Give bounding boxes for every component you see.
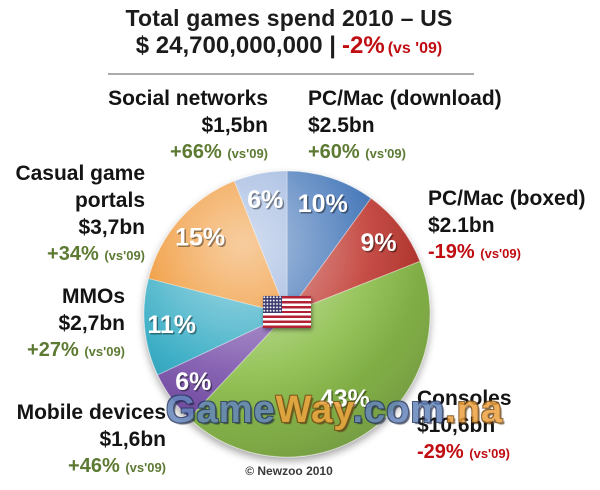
pie-percent-label-social-networks: 6%: [247, 186, 283, 214]
slice-value: $1,6bn: [99, 428, 166, 451]
us-flag-icon: [263, 296, 311, 328]
pie-percent-label-consoles: 43%: [320, 385, 370, 413]
pie-percent-label-pc-mac-boxed: 9%: [360, 229, 396, 257]
slice-value: $10,6bn: [417, 414, 496, 437]
slice-label: PC/Mac (download): [308, 87, 502, 110]
header-divider: [108, 73, 474, 75]
slice-change: +46% (vs'09): [68, 455, 166, 477]
slice-label: PC/Mac (boxed): [428, 187, 586, 210]
callout-pcmac-boxed: PC/Mac (boxed) $2.1bn -19% (vs'09): [428, 185, 586, 267]
slice-label: Mobile devices: [16, 401, 166, 424]
pie-percent-label-social-networks: 6%: [249, 188, 285, 216]
pie-percent-label-pc-mac-download: 10%: [298, 190, 348, 218]
chart-title: Total games spend 2010 – US: [125, 5, 453, 31]
watermark-part: Game: [166, 389, 276, 431]
pie-percent-label-mobile-devices: 6%: [175, 368, 211, 396]
pie-percent-label-pc-mac-download: 10%: [299, 191, 349, 219]
slice-change: +34% (vs'09): [47, 243, 145, 265]
us-flag-canton: [263, 296, 282, 314]
slice-value: $3,7bn: [78, 216, 145, 239]
slice-value: $1,5bn: [201, 114, 268, 137]
callout-casual-game-portals: Casual game portals $3,7bn +34% (vs'09): [0, 160, 145, 269]
pie-percent-label-casual-game-portals: 15%: [177, 225, 227, 253]
watermark-part: .na: [445, 389, 504, 431]
chart-header: Total games spend 2010 – US $ 24,700,000…: [0, 5, 578, 62]
pie-percent-label-casual-game-portals: 15%: [175, 223, 225, 251]
slice-label: Consoles: [417, 387, 512, 410]
slice-change: +27% (vs'09): [27, 339, 125, 361]
slice-label: MMOs: [62, 285, 125, 308]
slice-change: -19% (vs'09): [428, 241, 521, 263]
copyright-text: © Newzoo 2010: [245, 464, 333, 478]
total-change: -2%: [342, 32, 385, 59]
slice-value: $2.1bn: [428, 214, 495, 237]
pie-percent-label-pc-mac-boxed: 9%: [362, 231, 398, 259]
pie-percent-label-mmos: 11%: [149, 312, 198, 340]
callout-mmos: MMOs $2,7bn +27% (vs'09): [27, 283, 125, 365]
pie-percent-label-consoles: 43%: [321, 387, 371, 415]
callout-consoles: Consoles $10,6bn -29% (vs'09): [417, 385, 512, 467]
slice-value: $2.5bn: [308, 114, 375, 137]
callout-pcmac-download: PC/Mac (download) $2.5bn +60% (vs'09): [308, 85, 502, 167]
callout-social-networks: Social networks $1,5bn +66% (vs'09): [108, 85, 268, 167]
pie-percent-label-mmos: 11%: [147, 311, 196, 339]
total-change-period: (vs '09): [387, 40, 443, 57]
watermark-part: .com: [352, 389, 446, 431]
callout-mobile-devices: Mobile devices $1,6bn +46% (vs'09): [17, 399, 166, 481]
pie-percent-label-mobile-devices: 6%: [177, 370, 213, 398]
slice-change: +60% (vs'09): [308, 141, 406, 163]
slice-value: $2,7bn: [58, 312, 125, 335]
watermark-part: Way: [275, 389, 353, 431]
slice-label: Casual game portals: [15, 162, 145, 212]
gameway-watermark: GameWay.com.na: [166, 389, 503, 432]
slice-change: -29% (vs'09): [417, 441, 510, 463]
total-amount: $ 24,700,000,000 |: [135, 32, 337, 59]
slice-label: Social networks: [108, 87, 268, 110]
chart-subtitle: $ 24,700,000,000 | -2% (vs '09): [0, 33, 578, 62]
slice-change: +66% (vs'09): [170, 141, 268, 163]
